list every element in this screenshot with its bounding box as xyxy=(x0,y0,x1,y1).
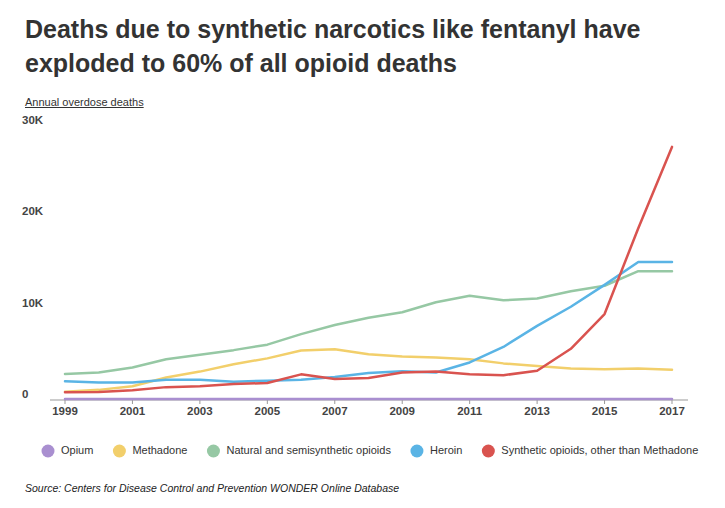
x-tick-label: 2007 xyxy=(322,405,348,417)
x-tick xyxy=(199,400,200,404)
series-line xyxy=(65,262,672,383)
x-tick xyxy=(267,400,268,404)
legend-label: Methadone xyxy=(132,444,187,456)
series-line xyxy=(65,398,672,401)
series-line xyxy=(65,349,672,391)
subtitle: Annual overdose deaths xyxy=(25,96,144,108)
x-tick xyxy=(469,400,470,404)
x-tick-label: 2015 xyxy=(592,405,618,417)
x-axis-line xyxy=(50,400,688,401)
x-tick-label: 2003 xyxy=(187,405,213,417)
x-tick xyxy=(672,400,673,404)
series-line xyxy=(65,271,672,374)
legend-label: Synthetic opioids, other than Methadone xyxy=(501,444,698,456)
title: Deaths due to synthetic narcotics like f… xyxy=(25,12,715,80)
legend-swatch xyxy=(482,445,495,458)
x-tick xyxy=(537,400,538,404)
x-tick xyxy=(402,400,403,404)
x-tick-label: 2005 xyxy=(255,405,281,417)
x-tick xyxy=(65,400,66,404)
legend-swatch xyxy=(410,445,423,458)
source: Source: Centers for Disease Control and … xyxy=(25,482,399,494)
legend-label: Heroin xyxy=(430,444,462,456)
plot-area xyxy=(65,147,672,399)
legend-swatch xyxy=(42,445,55,458)
legend-swatch xyxy=(207,445,220,458)
y-tick-label: 30K xyxy=(22,114,44,126)
x-tick-label: 2009 xyxy=(389,405,415,417)
x-tick xyxy=(132,400,133,404)
legend-label: Natural and semisynthetic opioids xyxy=(226,444,391,456)
y-tick-label: 0 xyxy=(22,388,28,400)
x-tick-label: 2017 xyxy=(659,405,685,417)
legend-swatch xyxy=(113,445,126,458)
chart-svg: 0 10K 20K 30K 1999 2001 2003 2005 2007 2009 2011 20… xyxy=(0,0,725,508)
x-tick-label: 2011 xyxy=(457,405,483,417)
legend-label: Opium xyxy=(61,444,93,456)
x-tick xyxy=(604,400,605,404)
x-tick-label: 2001 xyxy=(120,405,146,417)
x-tick-label: 1999 xyxy=(52,405,78,417)
chart-root: Deaths due to synthetic narcotics like f… xyxy=(0,0,725,508)
x-tick xyxy=(334,400,335,404)
y-tick-label: 10K xyxy=(22,297,44,309)
y-tick-label: 20K xyxy=(22,205,44,217)
x-tick-label: 2013 xyxy=(524,405,550,417)
series-line xyxy=(65,147,672,392)
